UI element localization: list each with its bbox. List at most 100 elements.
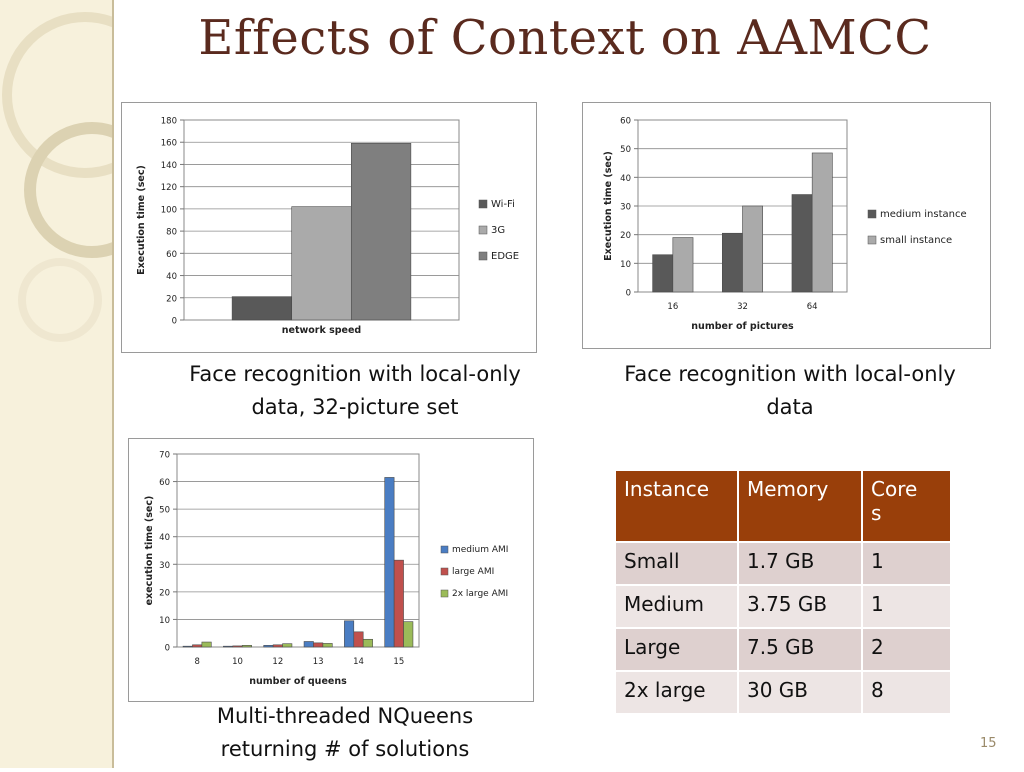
y-tick-label: 40 (166, 272, 177, 282)
y-tick-label: 50 (159, 506, 170, 516)
slide-title: Effects of Context on AAMCC (198, 10, 932, 66)
cell-cores: 1 (861, 541, 952, 586)
bar (344, 620, 355, 648)
legend-label: EDGE (491, 251, 519, 262)
y-tick-label: 40 (620, 174, 631, 184)
cell-memory: 7.5 GB (737, 627, 863, 672)
bar (672, 237, 694, 293)
table-row: Small 1.7 GB 1 (614, 541, 952, 586)
legend-swatch (867, 209, 877, 219)
y-tick-label: 20 (159, 588, 170, 598)
bar (263, 645, 274, 648)
bar (384, 477, 395, 648)
chart-network-speed: 0 20 40 60 80 100 120 140 160 180 network speed Exe… (121, 102, 537, 353)
y-tick-label: 120 (161, 183, 177, 193)
y-tick-label: 10 (159, 616, 170, 626)
bar (192, 644, 203, 648)
x-tick-label: 32 (737, 302, 748, 312)
y-tick-label: 10 (620, 260, 631, 270)
cell-cores: 8 (861, 670, 952, 715)
bar (353, 631, 364, 648)
bar (241, 645, 252, 648)
y-tick-label: 160 (161, 139, 177, 149)
table-body: Small 1.7 GB 1 Medium 3.75 GB 1 Large 7.5 GB 2 2x… (614, 541, 952, 715)
legend-label: small instance (880, 235, 952, 246)
bar (182, 645, 193, 648)
bar (272, 644, 283, 648)
legend-swatch (867, 235, 877, 245)
bar (303, 641, 314, 648)
y-tick-label: 40 (159, 533, 170, 543)
bar (811, 152, 833, 293)
x-tick-label: 64 (807, 302, 818, 312)
cell-instance: Medium (614, 584, 739, 629)
legend-label: large AMI (452, 567, 494, 577)
instance-spec-table: Instance Memory Core s Small 1.7 GB 1 Mediu… (614, 469, 952, 715)
y-tick-label: 20 (620, 231, 631, 241)
legend-swatch (440, 545, 449, 554)
bar (322, 643, 333, 648)
table-header-row: Instance Memory Core s (614, 469, 952, 543)
y-tick-label: 70 (159, 451, 170, 461)
legend-label: Wi-Fi (491, 199, 515, 210)
plot-area (176, 453, 420, 648)
bar (403, 621, 414, 648)
y-axis-label: Execution time (sec) (603, 151, 614, 261)
y-tick-label: 60 (620, 117, 631, 127)
bar (742, 205, 764, 293)
table-row: 2x large 30 GB 8 (614, 670, 952, 715)
legend-swatch (440, 567, 449, 576)
chart-number-of-queens: 0 10 20 30 40 50 60 70 8 10 12 13 14 15 number of quee… (128, 438, 534, 702)
x-axis-label: network speed (282, 325, 362, 336)
bar (350, 143, 412, 321)
y-tick-label: 0 (172, 317, 177, 327)
header-memory: Memory (737, 469, 863, 543)
y-tick-label: 180 (161, 117, 177, 127)
cell-memory: 1.7 GB (737, 541, 863, 586)
bar (282, 643, 293, 648)
bar (232, 645, 243, 648)
caption-chart1: Face recognition with local-only data, 3… (189, 362, 521, 419)
legend-swatch (440, 589, 449, 598)
bar (291, 206, 352, 321)
legend-label: medium instance (880, 209, 967, 220)
bar (652, 254, 674, 293)
y-tick-label: 0 (165, 644, 170, 654)
y-tick-label: 50 (620, 145, 631, 155)
y-tick-label: 30 (159, 561, 170, 571)
decorative-swirl-graphic (2, 12, 168, 342)
legend-swatch (478, 251, 488, 261)
cell-instance: 2x large (614, 670, 739, 715)
decorative-sidebar (0, 0, 168, 768)
legend-label: 3G (491, 225, 505, 236)
table-row: Large 7.5 GB 2 (614, 627, 952, 672)
y-tick-label: 60 (166, 250, 177, 260)
header-instance: Instance (614, 469, 739, 543)
y-tick-label: 0 (626, 289, 631, 299)
x-axis-label: number of pictures (691, 321, 794, 332)
x-tick-label: 15 (393, 657, 404, 667)
y-tick-label: 80 (166, 228, 177, 238)
cell-cores: 1 (861, 584, 952, 629)
y-tick-label: 100 (161, 205, 177, 215)
sidebar-edge (112, 0, 114, 768)
legend-label: medium AMI (452, 545, 508, 555)
bar (362, 638, 373, 648)
x-tick-label: 12 (272, 657, 283, 667)
cell-instance: Small (614, 541, 739, 586)
cell-instance: Large (614, 627, 739, 672)
bar (393, 559, 404, 648)
page-number: 15 (980, 736, 997, 751)
caption-chart2: Face recognition with local-only data (624, 362, 956, 419)
x-axis-label: number of queens (249, 676, 347, 687)
bar (223, 645, 234, 648)
cell-cores: 2 (861, 627, 952, 672)
legend-swatch (478, 199, 488, 209)
x-tick-label: 8 (194, 657, 199, 667)
x-tick-label: 16 (667, 302, 678, 312)
y-axis-label: Execution time (sec) (136, 165, 147, 275)
x-tick-label: 13 (313, 657, 324, 667)
legend-swatch (478, 225, 488, 235)
legend-label: 2x large AMI (452, 589, 508, 599)
y-tick-label: 140 (161, 161, 177, 171)
